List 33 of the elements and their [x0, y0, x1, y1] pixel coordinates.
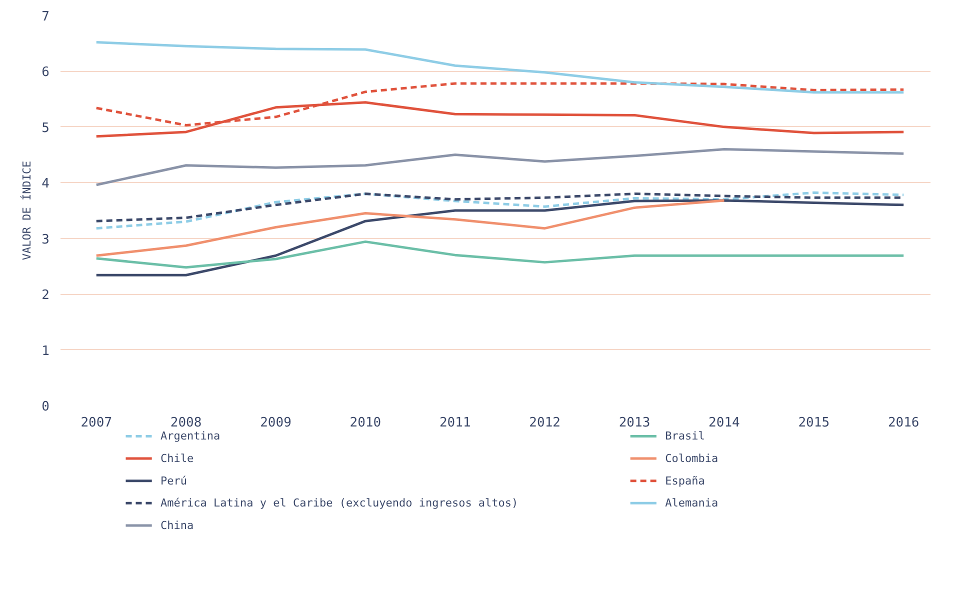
x-tick-label: 2016 — [888, 416, 920, 430]
line-series — [95, 240, 905, 269]
y-axis-title: VALOR DE ÍNDICE — [20, 160, 34, 260]
x-tick-label: 2009 — [260, 416, 292, 430]
y-tick-label: 0 — [42, 400, 50, 414]
y-tick-label: 1 — [42, 344, 50, 359]
legend-label: Argentina — [160, 430, 220, 443]
legend-label: Chile — [160, 452, 194, 466]
x-tick-label: 2008 — [170, 416, 202, 430]
legend-label: España — [665, 474, 705, 488]
y-tick-label: 5 — [42, 120, 50, 136]
line-series — [95, 40, 905, 94]
y-tick-label: 7 — [42, 10, 50, 24]
legend-label: Brasil — [665, 430, 705, 443]
y-tick-label: 2 — [42, 288, 50, 304]
x-tick-label: 2011 — [439, 416, 471, 430]
x-tick-label: 2007 — [80, 416, 112, 430]
x-tick-label: 2012 — [529, 416, 560, 430]
legend-label: China — [160, 518, 194, 532]
y-tick-label: 3 — [42, 232, 50, 248]
x-tick-label: 2014 — [708, 416, 740, 430]
line-series — [95, 148, 905, 186]
legend-label: Perú — [160, 474, 188, 488]
legend-label: Colombia — [665, 452, 718, 466]
y-tick-label: 6 — [42, 65, 50, 80]
y-tick-label: 4 — [42, 176, 50, 192]
legend-label: Alemania — [665, 496, 718, 510]
x-tick-label: 2015 — [798, 416, 830, 430]
line-series — [95, 199, 726, 257]
x-tick-label: 2013 — [618, 416, 650, 430]
legend-label: América Latina y el Caribe (excluyendo ingresos altos) — [160, 496, 518, 510]
x-tick-label: 2010 — [350, 416, 382, 430]
line-series — [95, 191, 905, 230]
